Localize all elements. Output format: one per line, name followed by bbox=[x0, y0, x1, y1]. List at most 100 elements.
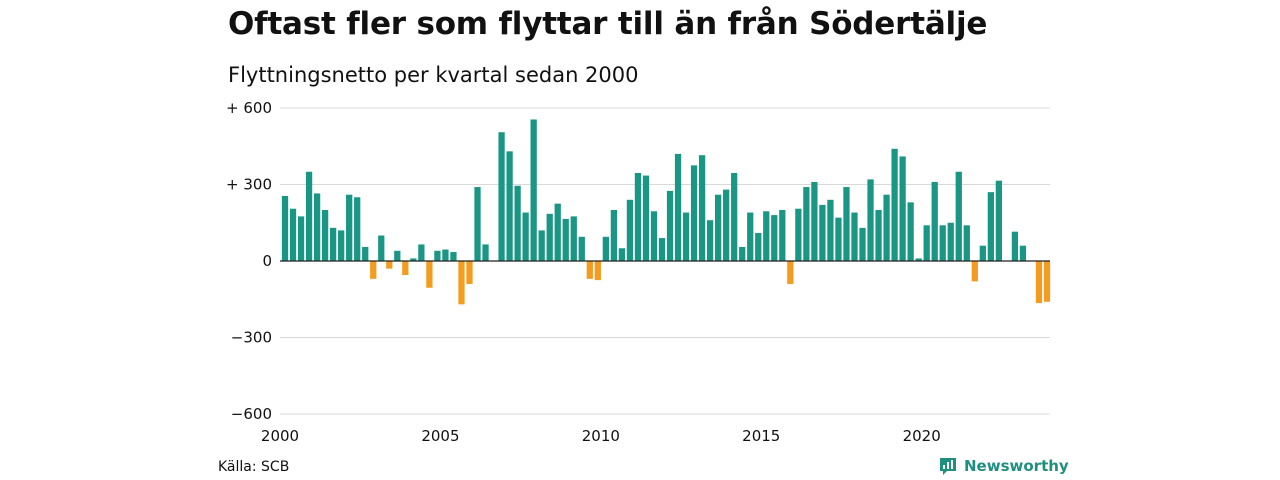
bar bbox=[602, 236, 609, 261]
bar bbox=[297, 216, 305, 262]
bar bbox=[690, 165, 698, 262]
bar bbox=[498, 132, 505, 261]
bar bbox=[851, 212, 858, 261]
bar bbox=[835, 217, 842, 261]
bar bbox=[482, 244, 489, 261]
bar bbox=[875, 210, 882, 261]
bar bbox=[562, 218, 569, 261]
bar bbox=[642, 175, 650, 261]
bar bbox=[594, 261, 601, 281]
bar bbox=[963, 225, 970, 261]
bar bbox=[827, 199, 834, 261]
bar bbox=[346, 194, 353, 261]
bar bbox=[570, 216, 577, 262]
bar bbox=[618, 248, 626, 261]
bar bbox=[979, 245, 986, 261]
bar bbox=[538, 230, 545, 261]
bar bbox=[466, 261, 473, 284]
bar bbox=[947, 222, 954, 261]
x-tick-label: 2020 bbox=[903, 427, 941, 445]
bar bbox=[715, 194, 722, 261]
bar bbox=[706, 220, 714, 261]
bar bbox=[402, 261, 409, 276]
y-tick-label: −300 bbox=[231, 329, 272, 347]
bar bbox=[418, 244, 425, 261]
bar bbox=[739, 246, 746, 261]
bar bbox=[795, 208, 802, 261]
bar bbox=[362, 246, 369, 261]
y-tick-label: −600 bbox=[231, 405, 272, 423]
bar bbox=[731, 173, 738, 261]
bar bbox=[971, 261, 978, 282]
bar bbox=[803, 187, 810, 261]
bar bbox=[763, 211, 770, 261]
bar bbox=[450, 252, 457, 261]
bar bbox=[506, 151, 513, 261]
bar bbox=[755, 232, 762, 261]
bar bbox=[578, 236, 585, 261]
bar bbox=[747, 212, 754, 261]
brand[interactable]: Newsworthy bbox=[938, 456, 1069, 476]
bar bbox=[1043, 261, 1051, 302]
bar bbox=[338, 230, 345, 261]
bar bbox=[987, 192, 994, 261]
bar bbox=[1035, 261, 1043, 304]
bar bbox=[530, 119, 537, 261]
bar bbox=[891, 148, 898, 261]
bar bbox=[474, 187, 481, 261]
x-tick-label: 2010 bbox=[582, 427, 620, 445]
bar bbox=[682, 212, 690, 261]
bar bbox=[514, 185, 521, 261]
bar bbox=[626, 199, 634, 261]
bar bbox=[321, 210, 329, 261]
bar bbox=[410, 258, 417, 261]
bar bbox=[819, 204, 826, 261]
x-tick-label: 2005 bbox=[421, 427, 459, 445]
brand-name: Newsworthy bbox=[964, 457, 1069, 475]
bar bbox=[386, 261, 393, 269]
bar bbox=[867, 179, 874, 261]
bar bbox=[698, 155, 706, 261]
y-tick-label: + 300 bbox=[226, 176, 272, 194]
source-note: Källa: SCB bbox=[218, 459, 290, 475]
bar bbox=[378, 235, 385, 261]
bar bbox=[811, 181, 818, 261]
bar bbox=[674, 153, 682, 261]
bar bbox=[883, 194, 890, 261]
bar bbox=[426, 261, 433, 288]
bar bbox=[522, 212, 529, 261]
x-tick-label: 2000 bbox=[261, 427, 299, 445]
bar bbox=[658, 238, 666, 261]
bar bbox=[843, 187, 850, 261]
bar bbox=[995, 180, 1002, 261]
bar bbox=[458, 261, 465, 305]
bar bbox=[305, 171, 313, 261]
bar bbox=[787, 261, 794, 284]
bar bbox=[939, 225, 946, 261]
bar bbox=[666, 190, 674, 262]
bar bbox=[394, 250, 401, 261]
bar bbox=[771, 215, 778, 261]
chart-title: Oftast fler som flyttar till än från Söd… bbox=[228, 6, 988, 42]
bar bbox=[931, 181, 938, 261]
bar bbox=[313, 193, 321, 261]
bar bbox=[955, 171, 962, 261]
bar bbox=[779, 210, 786, 261]
bar bbox=[586, 261, 593, 279]
newsworthy-logo-icon bbox=[940, 458, 956, 475]
bar bbox=[1019, 245, 1027, 261]
bar bbox=[370, 261, 377, 279]
bar bbox=[634, 173, 642, 261]
bar bbox=[330, 227, 337, 261]
y-tick-label: + 600 bbox=[226, 99, 272, 117]
bar bbox=[289, 208, 297, 261]
axes: + 600 + 300 0 −300 −600 2000 2005 2010 2015 2020 bbox=[226, 99, 1050, 445]
bar bbox=[554, 203, 561, 262]
bar bbox=[546, 213, 553, 261]
bar bbox=[859, 227, 866, 261]
bar bbox=[915, 258, 922, 261]
y-tick-label: 0 bbox=[262, 252, 272, 270]
bar bbox=[923, 225, 930, 261]
bar bbox=[723, 189, 730, 261]
chart-subtitle: Flyttningsnetto per kvartal sedan 2000 bbox=[228, 63, 639, 87]
